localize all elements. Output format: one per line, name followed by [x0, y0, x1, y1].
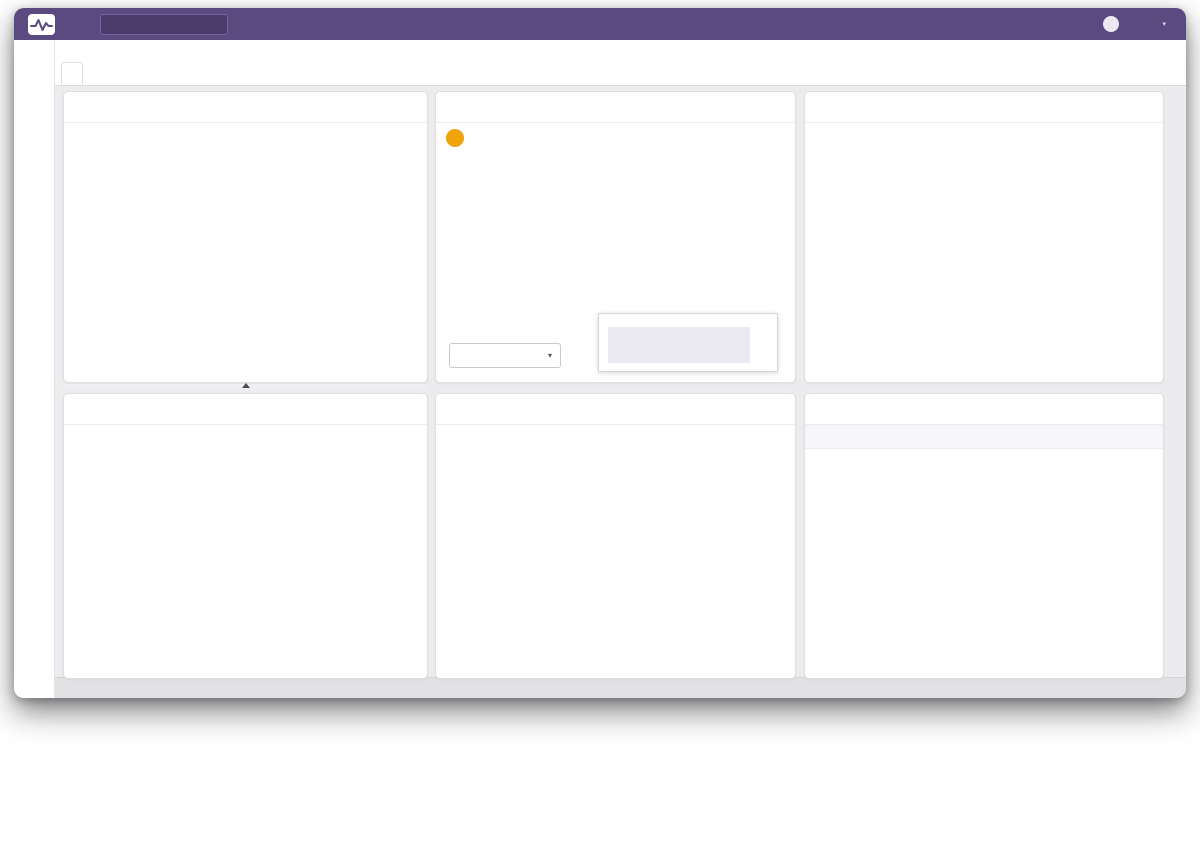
- panel-tools: [1071, 403, 1153, 416]
- panel-header: [805, 92, 1163, 123]
- line-chart-icon: [74, 403, 87, 416]
- event-table-header: [805, 425, 1163, 449]
- panel-header: [64, 92, 427, 123]
- panel-tools: [1071, 101, 1153, 114]
- close-icon[interactable]: [1140, 101, 1153, 114]
- line-chart-icon: [74, 101, 87, 114]
- search-box[interactable]: [100, 13, 228, 35]
- panel-header: [436, 394, 795, 425]
- popout-icon[interactable]: [381, 403, 394, 416]
- panel-header: [64, 394, 427, 425]
- chevron-down-icon: ▾: [547, 351, 552, 360]
- tooltip-sparkline: [608, 327, 750, 363]
- list-icon: [815, 403, 828, 416]
- panel-tools: [703, 101, 785, 114]
- settings-icon[interactable]: [1094, 403, 1107, 416]
- search-input[interactable]: [107, 17, 210, 31]
- panel-body: [805, 123, 1163, 382]
- event-table: [805, 425, 1163, 678]
- panel-body: [64, 425, 427, 678]
- popout-icon[interactable]: [1117, 403, 1130, 416]
- person-icon: [1137, 18, 1150, 31]
- refresh-icon[interactable]: [335, 101, 348, 114]
- panel-header: [436, 92, 795, 123]
- top-nav: ▾: [14, 8, 1186, 40]
- settings-icon[interactable]: [726, 101, 739, 114]
- pie-chart-icon: [446, 101, 459, 114]
- tab-bar: [55, 40, 1186, 85]
- window-body: ▾: [14, 40, 1186, 698]
- app-window: ▾: [14, 8, 1186, 698]
- panel-header: [805, 394, 1163, 425]
- panel-perf-connectivity: [63, 393, 428, 679]
- panel-tools: [335, 403, 417, 416]
- panel-farm-events: [804, 91, 1164, 383]
- footer: [55, 677, 1186, 698]
- settings-icon[interactable]: [1094, 101, 1107, 114]
- connectivity-chart[interactable]: [70, 428, 370, 578]
- search-icon[interactable]: [210, 19, 221, 30]
- add-tab-button[interactable]: [61, 62, 83, 85]
- panel-resize-handle[interactable]: [63, 382, 428, 390]
- http-chart[interactable]: [70, 126, 370, 276]
- opsview-logo-icon[interactable]: [28, 13, 55, 35]
- panel-perf-unixmem: [435, 393, 796, 679]
- resize-arrow-icon: [241, 382, 250, 388]
- diagonal-line-icon: [815, 101, 828, 114]
- help-icon[interactable]: [1103, 16, 1120, 32]
- panel-body: [805, 425, 1163, 678]
- close-icon[interactable]: [772, 101, 785, 114]
- close-icon[interactable]: [404, 101, 417, 114]
- refresh-icon[interactable]: [703, 101, 716, 114]
- settings-icon[interactable]: [358, 101, 371, 114]
- panel-body: [64, 123, 427, 382]
- warning-icon[interactable]: [446, 129, 464, 147]
- refresh-icon[interactable]: [335, 403, 348, 416]
- panel-tools: [335, 101, 417, 114]
- panel-http-requests: [63, 91, 428, 383]
- sidebar-expand-icon[interactable]: [27, 50, 41, 64]
- popout-icon[interactable]: [1117, 101, 1130, 114]
- close-icon[interactable]: [404, 403, 417, 416]
- popout-icon[interactable]: [381, 101, 394, 114]
- refresh-icon[interactable]: [1071, 101, 1084, 114]
- pie-mini-icon[interactable]: [460, 127, 479, 146]
- refresh-icon[interactable]: [1071, 403, 1084, 416]
- panel-body: ▾: [436, 123, 795, 382]
- pie-mode-select[interactable]: ▾: [449, 343, 561, 368]
- pie-tooltip: [598, 313, 778, 372]
- popout-icon[interactable]: [749, 403, 762, 416]
- unixmem-chart[interactable]: [442, 428, 742, 578]
- panel-tools: [749, 403, 785, 416]
- popout-icon[interactable]: [749, 101, 762, 114]
- farm-chart[interactable]: [811, 126, 1111, 276]
- panel-body: [436, 425, 795, 678]
- dashboard-content: ▾: [55, 85, 1186, 679]
- close-icon[interactable]: [772, 403, 785, 416]
- chevron-down-icon: ▾: [1162, 21, 1166, 28]
- line-chart-icon: [446, 403, 459, 416]
- nav-right: ▾: [1103, 16, 1166, 32]
- user-menu[interactable]: ▾: [1137, 18, 1166, 31]
- left-sidebar: [14, 40, 55, 698]
- main-area: ▾: [55, 40, 1186, 698]
- settings-icon[interactable]: [358, 403, 371, 416]
- close-icon[interactable]: [1140, 403, 1153, 416]
- panel-event-table: [804, 393, 1164, 679]
